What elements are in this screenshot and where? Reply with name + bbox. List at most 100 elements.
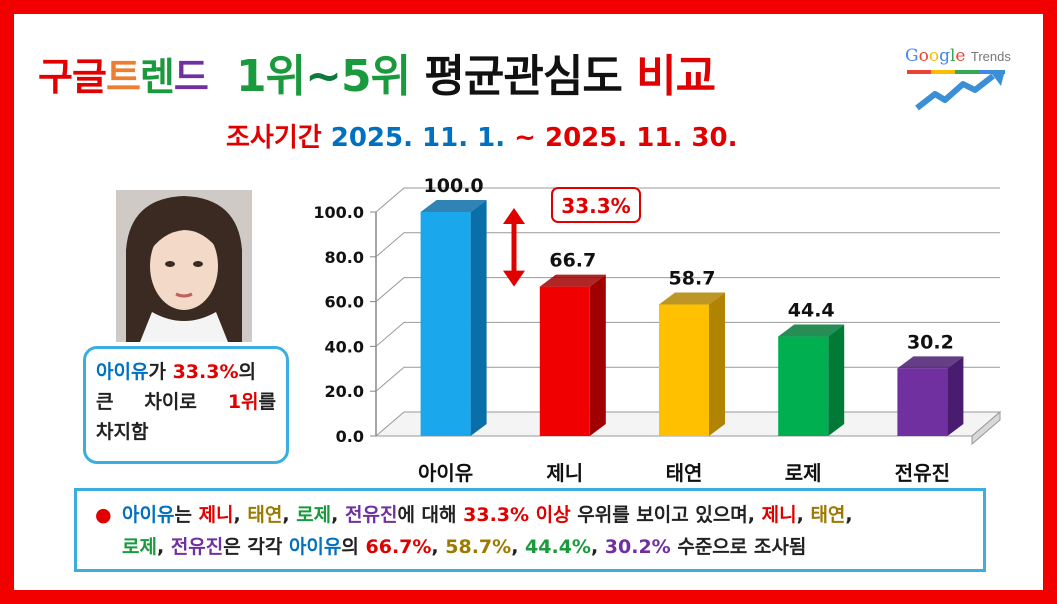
data-label: 100.0 [424, 175, 484, 197]
logo-letter: g [939, 46, 950, 66]
title-compare: 비교 [636, 51, 716, 102]
note-w2: 차이로 [144, 391, 197, 413]
data-label: 58.7 [669, 268, 716, 290]
data-label: 30.2 [907, 331, 954, 353]
callout-box [551, 187, 641, 223]
summary-text: , [282, 504, 297, 526]
summary-text: 태연 [247, 504, 283, 526]
bar [539, 286, 590, 436]
title-google-trend: 구글트렌드 [38, 46, 209, 101]
bar [778, 336, 829, 436]
summary-text: 은 각각 [223, 536, 289, 558]
bar [420, 212, 471, 436]
y-tick-label: 20.0 [325, 382, 364, 401]
bullet-icon: ● [95, 504, 112, 526]
bar [659, 304, 709, 436]
summary-text: 아이유 [122, 504, 175, 526]
summary-text: 44.4% [525, 536, 591, 558]
summary-text: 58.7% [445, 536, 512, 558]
bar-side [709, 292, 725, 436]
google-trends-logo: Google Trends [905, 46, 1015, 114]
title-rank-1: 1위 [236, 51, 306, 102]
logo-letter: e [955, 46, 966, 66]
logo-letter: l [949, 46, 956, 66]
period-sep: ~ [505, 123, 545, 153]
summary-text: , [156, 536, 171, 558]
bar-chart: 0.0 20.0 40.0 60.0 80.0 100.0 100.0 아이유 66.7 제니 58… [300, 168, 1020, 488]
summary-text: , [590, 536, 605, 558]
arrow-head-down [503, 270, 525, 287]
summary-text: 제니 [761, 504, 797, 526]
bar-top [420, 200, 487, 212]
bar-side [589, 274, 606, 436]
summary-text: , [845, 504, 853, 526]
chart-floor-edge [971, 410, 1001, 446]
summary-text: 로제 [122, 536, 157, 558]
title-char: 구 [38, 55, 73, 99]
title-tilde: ~ [305, 51, 342, 102]
summary-text: 로제 [296, 504, 332, 526]
summary-text: 의 [341, 536, 366, 558]
logo-trends-text: Trends [970, 49, 1011, 64]
grid-line [375, 232, 1000, 258]
survey-period: 조사기간 2025. 11. 1. ~ 2025. 11. 30. [226, 117, 737, 154]
summary-text: 33.3% 이상 [463, 504, 571, 526]
summary-text: , [511, 536, 526, 558]
arrow-head-up [503, 208, 525, 224]
title-main-text: 평균관심도 [410, 51, 637, 102]
summary-text: 전유진 [345, 504, 398, 526]
y-tick-label: 40.0 [325, 337, 364, 356]
x-tick-label: 로제 [785, 461, 822, 485]
period-end: 2025. 11. 30. [545, 123, 738, 153]
summary-text: 66.7% [365, 536, 432, 558]
x-tick-label: 아이유 [418, 461, 473, 485]
person-photo [116, 190, 252, 342]
summary-text: 아이유 [288, 536, 342, 558]
bar-top [659, 292, 725, 305]
summary-text: 수준으로 조사됨 [670, 536, 807, 558]
grid-line [375, 277, 1000, 302]
grid-line [375, 321, 1000, 347]
bar-top [897, 356, 964, 369]
logo-letter: G [905, 46, 919, 66]
summary-text: 전유진 [170, 536, 224, 558]
note-pct: 33.3% [172, 361, 239, 383]
note-tail: 의 [238, 361, 256, 383]
period-start: 2025. 11. 1. [321, 123, 506, 153]
summary-text: , [796, 504, 811, 526]
summary-text: 는 [174, 504, 199, 526]
bar-side [947, 356, 964, 436]
note-josa: 가 [148, 361, 173, 383]
title-char: 트 [105, 55, 141, 99]
bar-side [828, 324, 845, 436]
x-tick-label: 태연 [666, 461, 703, 485]
grid-line [375, 187, 1000, 213]
summary-text: , [431, 536, 446, 558]
title-char: 렌 [139, 55, 175, 99]
note-line3: 차지함 [96, 421, 149, 443]
title-rank-5: 5위 [340, 51, 411, 102]
title-char: 드 [173, 55, 209, 99]
title-char: 글 [71, 55, 107, 99]
summary-text: , [331, 504, 345, 526]
logo-letter: o [918, 46, 929, 66]
bar-side [470, 200, 487, 436]
note-name: 아이유 [96, 361, 149, 383]
note-w3: 를 [258, 391, 276, 413]
summary-text: 태연 [810, 504, 846, 526]
summary-text: 우위를 보이고 있으며, [570, 504, 762, 526]
summary-box: ● 아이유는 제니, 태연, 로제, 전유진에 대해 33.3% 이상 우위를 보… [74, 488, 986, 572]
period-label: 조사기간 [226, 123, 322, 153]
summary-text: , [233, 504, 248, 526]
page-title: 1위~5위 평균관심도 비교 [236, 40, 716, 104]
summary-text: 제니 [198, 504, 234, 526]
bar [897, 368, 948, 436]
summary-text: 에 대해 [397, 504, 464, 526]
bar-top [778, 324, 845, 337]
note-rank: 1위 [227, 391, 259, 413]
bar-top [539, 274, 606, 287]
y-tick-label: 100.0 [313, 203, 364, 222]
highlight-note: 아이유가 33.3%의 큰 차이로 1위를 차지함 [83, 346, 289, 464]
logo-letter: o [928, 46, 940, 66]
x-tick-label: 제니 [546, 461, 583, 485]
